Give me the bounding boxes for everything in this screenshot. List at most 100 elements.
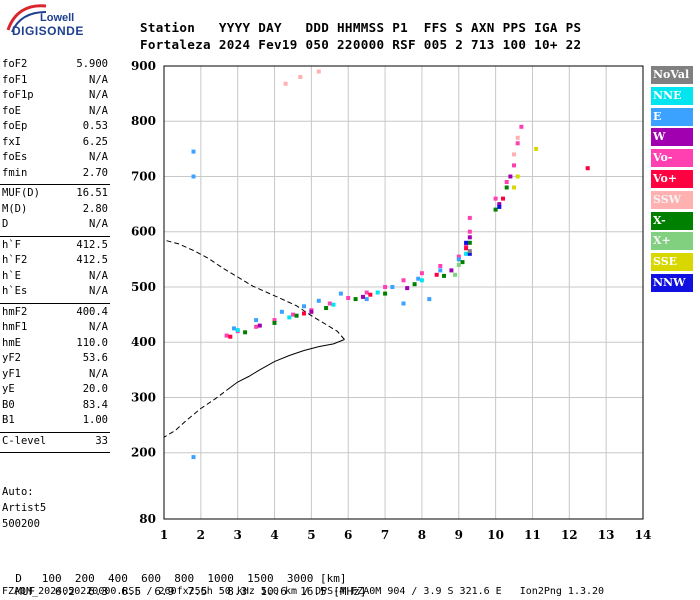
param-key: hmF1 bbox=[2, 321, 28, 333]
echo-point bbox=[467, 240, 472, 245]
echo-point bbox=[412, 282, 417, 287]
echo-point bbox=[302, 311, 306, 316]
echo-point bbox=[515, 141, 520, 146]
param-key: h`Es bbox=[2, 285, 28, 297]
echo-point bbox=[438, 268, 443, 273]
footer-d-value: 200 bbox=[61, 572, 95, 585]
series-nnw bbox=[464, 204, 502, 256]
echo-point bbox=[364, 290, 369, 295]
echo-point bbox=[419, 278, 424, 283]
param-key: fxI bbox=[2, 135, 21, 148]
echo-point bbox=[283, 81, 288, 86]
echo-point bbox=[361, 294, 365, 299]
echo-point bbox=[497, 202, 502, 207]
param-row-hes: h`Es N/A bbox=[2, 285, 108, 301]
logo-swoosh-icon bbox=[6, 4, 47, 33]
echo-point bbox=[504, 185, 509, 190]
param-key: fmin bbox=[2, 166, 28, 179]
x-tick-label: 12 bbox=[561, 528, 578, 542]
x-tick-label: 10 bbox=[487, 528, 504, 542]
footer-d-unit: [km] bbox=[313, 572, 347, 585]
x-tick-label: 13 bbox=[598, 528, 615, 542]
param-row-d: D N/A bbox=[2, 218, 108, 234]
x-tick-label: 8 bbox=[418, 528, 426, 542]
echo-point bbox=[427, 297, 432, 302]
param-value: 412.5 bbox=[76, 254, 108, 266]
echo-point bbox=[449, 268, 454, 273]
footer-status-line: FZA0M_2024050220000.RSF / 260fx256h 50 k… bbox=[2, 586, 605, 597]
echo-point bbox=[327, 301, 332, 306]
footer-d-value: 3000 bbox=[273, 572, 314, 585]
param-key: D bbox=[2, 218, 9, 230]
series-e bbox=[191, 149, 461, 460]
param-key: M(D) bbox=[2, 202, 28, 215]
param-value: 53.6 bbox=[82, 352, 108, 364]
footer-muf-value: 10.6 bbox=[247, 585, 287, 598]
param-row-fmin: fmin 2.70 bbox=[2, 167, 108, 183]
footer-d-value: 800 bbox=[161, 572, 195, 585]
true-height-profile-solid bbox=[230, 339, 345, 388]
echo-point bbox=[191, 149, 196, 154]
param-row-hf: h`F 412.5 bbox=[2, 239, 108, 255]
echo-point bbox=[331, 302, 336, 307]
echo-point bbox=[453, 272, 458, 277]
x-tick-label: 9 bbox=[455, 528, 463, 542]
echo-point bbox=[501, 196, 505, 201]
echo-point bbox=[191, 455, 196, 460]
echo-point bbox=[434, 272, 439, 277]
param-row-mufd: MUF(D) 16.51 bbox=[2, 187, 108, 203]
plot-frame bbox=[163, 65, 644, 520]
legend-item-ssw: SSW bbox=[651, 190, 693, 209]
param-row-fof1p: foF1p N/A bbox=[2, 89, 108, 105]
echo-point bbox=[228, 334, 233, 339]
echo-point bbox=[272, 318, 277, 323]
echo-point bbox=[364, 297, 369, 302]
echo-point bbox=[309, 309, 314, 314]
echo-point bbox=[401, 278, 406, 283]
echo-point bbox=[338, 291, 343, 296]
y-tick-label: 300 bbox=[131, 390, 156, 404]
footer-distance-row: D 100 200 400 600 800 1000 1500 3000 [km… bbox=[2, 559, 347, 585]
series-x bbox=[243, 185, 509, 335]
param-row-foes: foEs N/A bbox=[2, 151, 108, 167]
footer-muf-value: 6.2 bbox=[35, 585, 75, 598]
echo-point bbox=[405, 286, 410, 291]
echo-point bbox=[302, 304, 306, 309]
footer-muf-value: 8.3 bbox=[207, 585, 248, 598]
footer-d-value: 1500 bbox=[233, 572, 274, 585]
series-x bbox=[453, 262, 461, 277]
param-row-fof2: foF2 5.900 bbox=[2, 58, 108, 74]
param-key: h`E bbox=[2, 269, 21, 282]
x-tick-label: 7 bbox=[381, 528, 389, 542]
electron-density-profile bbox=[163, 239, 345, 438]
footer-muf-row: MUF 6.2 6.3 6.5 6.9 7.5 8.3 10.6 16.5 [M… bbox=[2, 572, 366, 598]
y-tick-label: 500 bbox=[131, 280, 156, 294]
x-tick-label: 2 bbox=[197, 528, 205, 542]
echo-point bbox=[390, 285, 395, 289]
footer-d-value: 1000 bbox=[194, 572, 234, 585]
echo-point bbox=[464, 246, 469, 251]
param-key: B1 bbox=[2, 414, 15, 426]
footer-muf-value: 6.9 bbox=[141, 585, 175, 598]
param-row-yf2: yF2 53.6 bbox=[2, 352, 108, 368]
echo-point bbox=[294, 313, 299, 318]
param-row-b0: B0 83.4 bbox=[2, 399, 108, 415]
y-tick-label: 80 bbox=[139, 512, 156, 526]
param-row-hme: hmE 110.0 bbox=[2, 337, 108, 353]
autoscaling-version: 500200 bbox=[2, 518, 40, 530]
param-row-fxi: fxI 6.25 bbox=[2, 136, 108, 152]
param-value: 2.70 bbox=[82, 166, 108, 179]
param-value: N/A bbox=[89, 269, 108, 282]
echo-point bbox=[467, 249, 472, 254]
legend-item-x: X- bbox=[651, 211, 693, 230]
echo-point bbox=[298, 75, 303, 79]
param-value: 20.0 bbox=[82, 383, 108, 395]
echo-point bbox=[512, 163, 516, 168]
param-key: foF2 bbox=[2, 58, 28, 70]
legend-item-nnw: NNW bbox=[651, 274, 693, 292]
echo-point bbox=[383, 285, 388, 289]
header-field-names: Station YYYY DAY DDD HHMMSS P1 FFS S AXN… bbox=[140, 20, 582, 35]
echo-point bbox=[416, 276, 421, 281]
footer-d-value: 600 bbox=[127, 572, 161, 585]
param-key: hmE bbox=[2, 336, 21, 349]
